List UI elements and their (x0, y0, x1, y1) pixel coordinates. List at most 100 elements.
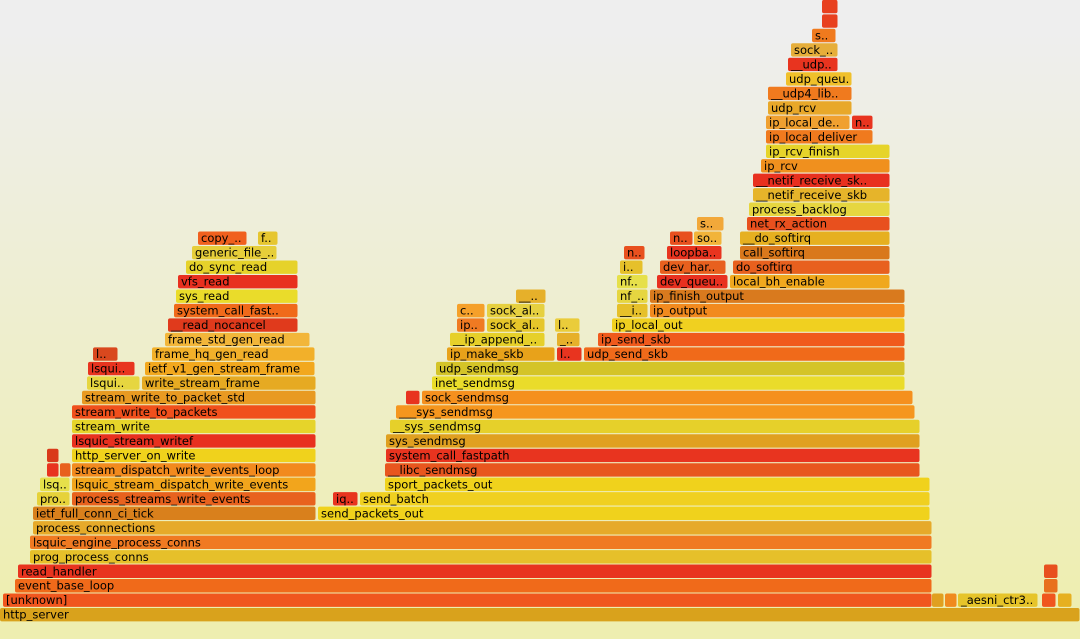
frame-bar[interactable] (487, 303, 545, 318)
frame-bar[interactable] (178, 274, 298, 289)
frame[interactable]: stream_write_to_packets (72, 405, 316, 419)
frame[interactable]: lsq.. (40, 477, 70, 491)
frame-bar[interactable] (650, 289, 905, 303)
frame-bar[interactable] (761, 159, 890, 173)
frame-bar[interactable] (174, 303, 298, 318)
frame[interactable]: do_softirq (733, 260, 890, 274)
frame[interactable]: lsqui.. (88, 361, 135, 376)
frame-bar[interactable] (30, 535, 932, 549)
frame[interactable]: __ip_append_.. (450, 332, 545, 347)
frame-bar[interactable] (192, 246, 277, 260)
frame-bar[interactable] (72, 463, 316, 477)
frame-bar[interactable] (258, 231, 278, 245)
frame-bar[interactable] (747, 217, 890, 231)
frame-bar[interactable] (1044, 579, 1058, 593)
frame-bar[interactable] (33, 506, 316, 521)
frame[interactable]: write_stream_frame (142, 376, 316, 390)
frame[interactable]: iq.. (333, 492, 358, 506)
frame[interactable]: stream_write_to_packet_std (82, 390, 316, 405)
frame-bar[interactable] (660, 260, 726, 274)
frame[interactable]: sys_sendmsg (386, 434, 920, 448)
frame[interactable]: so.. (694, 231, 722, 245)
frame-bar[interactable] (822, 14, 838, 28)
frame[interactable]: udp_sendmsg (436, 361, 905, 376)
frame-bar[interactable] (72, 434, 316, 448)
frame[interactable]: sock_sendmsg (422, 390, 913, 405)
frame[interactable]: copy_.. (198, 231, 247, 245)
frame-bar[interactable] (142, 376, 316, 390)
frame-bar[interactable] (768, 86, 852, 101)
frame-bar[interactable] (87, 376, 140, 390)
frame-bar[interactable] (82, 390, 316, 405)
frame[interactable]: system_call_fast.. (174, 303, 298, 318)
frame-bar[interactable] (624, 246, 645, 260)
frame-bar[interactable] (1044, 564, 1058, 578)
frame[interactable]: frame_std_gen_read (165, 332, 310, 347)
frame[interactable]: dev_har.. (660, 260, 726, 274)
frame[interactable]: __i.. (617, 303, 648, 318)
frame-bar[interactable] (457, 303, 485, 318)
frame[interactable]: ietf_v1_gen_stream_frame (145, 361, 315, 376)
frame-bar[interactable] (733, 260, 890, 274)
frame[interactable] (1044, 564, 1058, 578)
frame-bar[interactable] (584, 347, 905, 361)
frame[interactable]: ip_local_de.. (766, 115, 850, 130)
frame-bar[interactable] (47, 463, 59, 477)
frame[interactable]: sport_packets_out (385, 477, 930, 491)
frame[interactable]: ip_local_deliver (766, 130, 873, 144)
frame-bar[interactable] (176, 289, 298, 303)
frame[interactable]: process_connections (33, 521, 932, 535)
frame[interactable]: frame_hq_gen_read (152, 347, 315, 361)
frame-bar[interactable] (670, 231, 693, 245)
frame[interactable]: read_handler (18, 564, 932, 578)
frame-bar[interactable] (72, 405, 316, 419)
frame[interactable] (1058, 593, 1072, 607)
frame-bar[interactable] (730, 274, 890, 289)
frame-bar[interactable] (740, 246, 890, 260)
frame[interactable]: http_server (0, 608, 1080, 622)
frame[interactable]: sock_al.. (487, 318, 545, 332)
frame-bar[interactable] (385, 477, 930, 492)
frame-bar[interactable] (422, 390, 913, 405)
frame[interactable]: s.. (697, 217, 724, 231)
frame-bar[interactable] (852, 115, 873, 130)
frame[interactable]: lsquic_engine_process_conns (30, 535, 932, 549)
frame-bar[interactable] (766, 115, 850, 130)
frame-bar[interactable] (30, 550, 932, 564)
frame[interactable]: local_bh_enable (730, 274, 890, 289)
frame-bar[interactable] (386, 434, 920, 448)
frame[interactable]: i.. (620, 260, 643, 274)
frame[interactable]: prog_process_conns (30, 550, 932, 564)
frame[interactable]: ip_output (650, 303, 905, 318)
frame[interactable]: __udp.. (788, 57, 838, 71)
frame-bar[interactable] (168, 318, 298, 332)
frame-bar[interactable] (1042, 593, 1056, 607)
frame-bar[interactable] (740, 231, 890, 245)
frame[interactable]: pro.. (37, 492, 70, 506)
frame[interactable]: __libc_sendmsg (385, 463, 920, 477)
frame[interactable]: l.. (93, 347, 118, 361)
frame[interactable]: send_batch (360, 492, 930, 506)
frame[interactable]: s.. (812, 28, 836, 43)
frame-bar[interactable] (72, 448, 316, 463)
frame-bar[interactable] (694, 231, 722, 245)
frame[interactable]: send_packets_out (318, 506, 930, 521)
frame[interactable]: udp_queu.. (786, 72, 853, 86)
frame-bar[interactable] (333, 492, 358, 506)
frame-bar[interactable] (555, 318, 580, 332)
frame-bar[interactable] (47, 448, 59, 463)
frame-bar[interactable] (753, 173, 890, 187)
frame[interactable]: sys_read (176, 289, 298, 303)
frame[interactable]: l.. (557, 347, 582, 361)
frame[interactable]: udp_send_skb (584, 347, 905, 361)
frame[interactable] (1044, 579, 1058, 593)
frame-bar[interactable] (788, 57, 838, 72)
frame-bar[interactable] (822, 0, 838, 14)
frame[interactable] (60, 463, 71, 477)
frame-bar[interactable] (436, 361, 905, 376)
frame-bar[interactable] (958, 593, 1038, 607)
frame-bar[interactable] (40, 477, 70, 492)
frame-bar[interactable] (617, 289, 648, 303)
frame[interactable]: vfs_read (178, 274, 298, 289)
frame-bar[interactable] (768, 101, 852, 115)
